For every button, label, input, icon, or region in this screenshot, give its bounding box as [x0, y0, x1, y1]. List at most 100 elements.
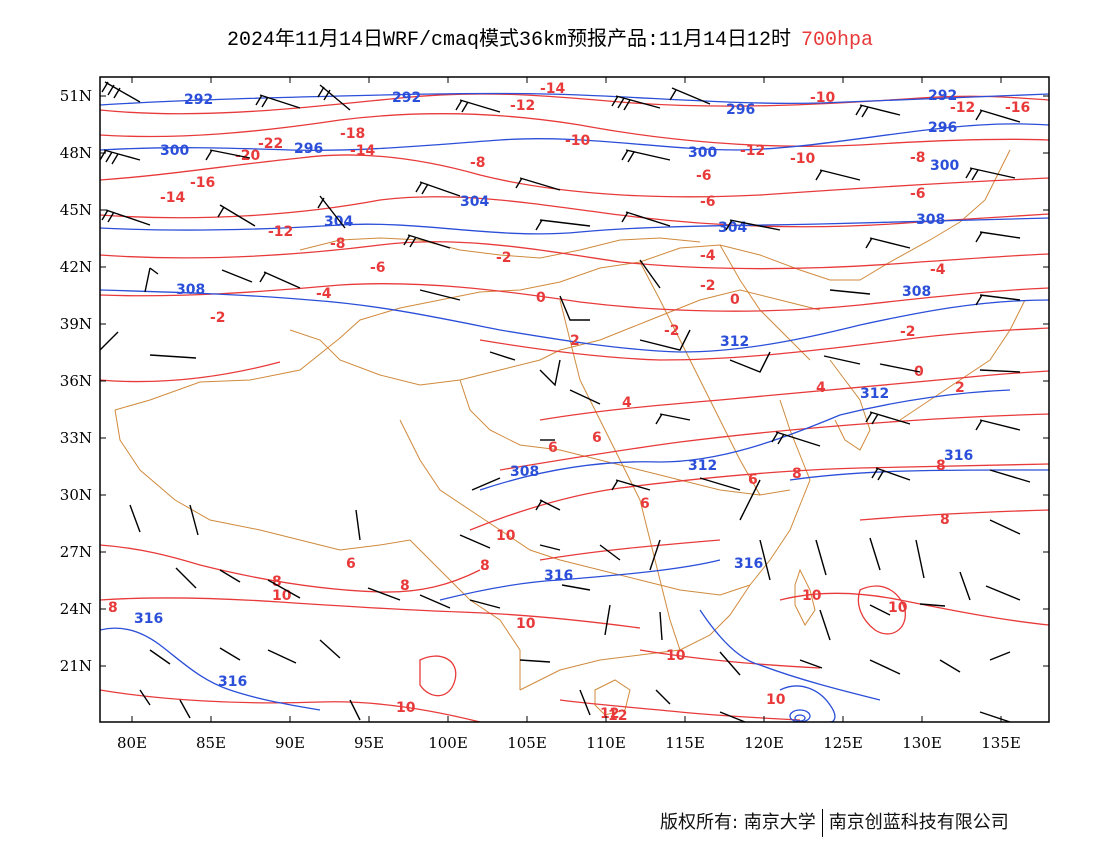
lat-tick-label: 42N [60, 258, 92, 276]
wind-barb [101, 209, 151, 226]
lat-tick-label: 21N [60, 657, 92, 675]
wind-barb [149, 649, 171, 665]
wind-barb [611, 479, 651, 491]
temp-label: 10 [666, 648, 686, 664]
wind-barb [869, 604, 891, 616]
geopotential-labels: 292 292 296 292 296 300 296 300 300 304 … [134, 88, 973, 690]
temp-label: 10 [516, 616, 536, 632]
temp-label: -8 [910, 150, 926, 166]
wind-barb [725, 219, 781, 231]
wind-barb [739, 479, 761, 521]
lat-tick-label: 45N [60, 201, 92, 219]
wind-barb [989, 469, 1031, 483]
height-label: 316 [544, 568, 573, 584]
wind-barb [569, 389, 601, 405]
temp-label: 10 [802, 588, 822, 604]
korea-coast [829, 359, 871, 451]
temp-label: -2 [700, 278, 716, 294]
temp-label: -2 [900, 324, 916, 340]
temp-label: 12 [608, 708, 627, 724]
wind-barb [975, 294, 1021, 306]
temp-label: 0 [730, 292, 740, 308]
height-label: 300 [160, 143, 189, 159]
temp-label: -8 [330, 236, 346, 252]
lon-tick-label: 100E [428, 734, 468, 752]
province-line-3 [399, 419, 751, 596]
temp-label: -4 [930, 262, 946, 278]
wind-barb [100, 149, 141, 165]
wind-barb [221, 269, 253, 283]
wind-barb [559, 295, 590, 321]
wind-barb [879, 363, 921, 373]
wind-barb [471, 477, 501, 491]
temp-label: 2 [955, 380, 965, 396]
wind-barb [349, 699, 361, 721]
lat-tick-label: 51N [60, 87, 92, 105]
wind-barb [865, 411, 911, 425]
temp-label: -18 [340, 126, 365, 142]
wind-barb [267, 579, 301, 599]
wind-barb [799, 659, 823, 669]
temp-label: 4 [816, 380, 826, 396]
wind-barb [655, 413, 691, 425]
temp-label: -14 [540, 81, 566, 97]
geopotential-layer [100, 92, 1049, 722]
wind-barb [655, 689, 671, 705]
temp-label: 10 [766, 692, 786, 708]
wind-barb [561, 584, 591, 591]
wind-barb [719, 711, 746, 722]
wind-barb [355, 509, 361, 541]
temp-label: -20 [235, 148, 261, 164]
height-label: 316 [134, 611, 163, 627]
wind-barb [259, 271, 301, 289]
wind-barb [515, 177, 561, 191]
wind-barb [865, 237, 911, 249]
lat-tick-label: 30N [60, 486, 92, 504]
height-label: 296 [294, 141, 323, 157]
temp-label: -6 [910, 186, 926, 202]
wind-barb [771, 431, 821, 447]
temp-label: -16 [190, 175, 215, 191]
wind-barb [179, 699, 191, 719]
wind-barb [419, 289, 461, 301]
wind-barb [611, 95, 661, 111]
temp-label: -12 [268, 224, 293, 240]
temp-label: -6 [370, 260, 386, 276]
map-plot-area: -14 -12 -18 -12 -10 -16 -14 -8 -20 -22 -… [100, 81, 1049, 724]
temp-label: -22 [258, 136, 283, 152]
temp-label: -12 [950, 100, 975, 116]
wind-barb [599, 544, 621, 561]
wind-barb [759, 539, 771, 581]
height-label: 312 [720, 334, 749, 350]
china-border-outline [114, 149, 1011, 411]
height-label: 312 [860, 386, 889, 402]
temp-label: 12 [600, 706, 619, 722]
lat-axis: 51N 48N 45N 42N 39N 36N 33N 30N 27N 24N … [60, 87, 1049, 675]
temp-label: -8 [470, 155, 486, 171]
lon-tick-label: 110E [586, 734, 626, 752]
wind-barb [219, 569, 241, 583]
wind-barb [367, 587, 401, 601]
wind-barb [489, 351, 516, 361]
wind-barb [959, 571, 971, 601]
wind-barb [539, 359, 561, 387]
lat-tick-label: 36N [60, 372, 92, 390]
wind-barb [829, 289, 871, 295]
temp-label: 4 [622, 395, 632, 411]
temp-label: 0 [536, 290, 546, 306]
province-line-5 [639, 261, 761, 496]
height-label: 304 [460, 194, 489, 210]
tibet-border [114, 409, 521, 690]
wind-barb [101, 81, 141, 103]
temp-label: 8 [792, 466, 802, 482]
temperature-labels: -14 -12 -18 -12 -10 -16 -14 -8 -20 -22 -… [108, 81, 1030, 724]
wind-barb [621, 211, 671, 227]
map-title: 2024年11月14日WRF/cmaq模式36km预报产品:11月14日12时 7… [0, 22, 1100, 52]
lon-tick-label: 120E [744, 734, 784, 752]
temp-label: -2 [496, 250, 512, 266]
temp-label: 8 [108, 600, 118, 616]
wind-barb [535, 219, 591, 231]
wind-barb [815, 539, 827, 576]
lon-tick-label: 125E [823, 734, 863, 752]
